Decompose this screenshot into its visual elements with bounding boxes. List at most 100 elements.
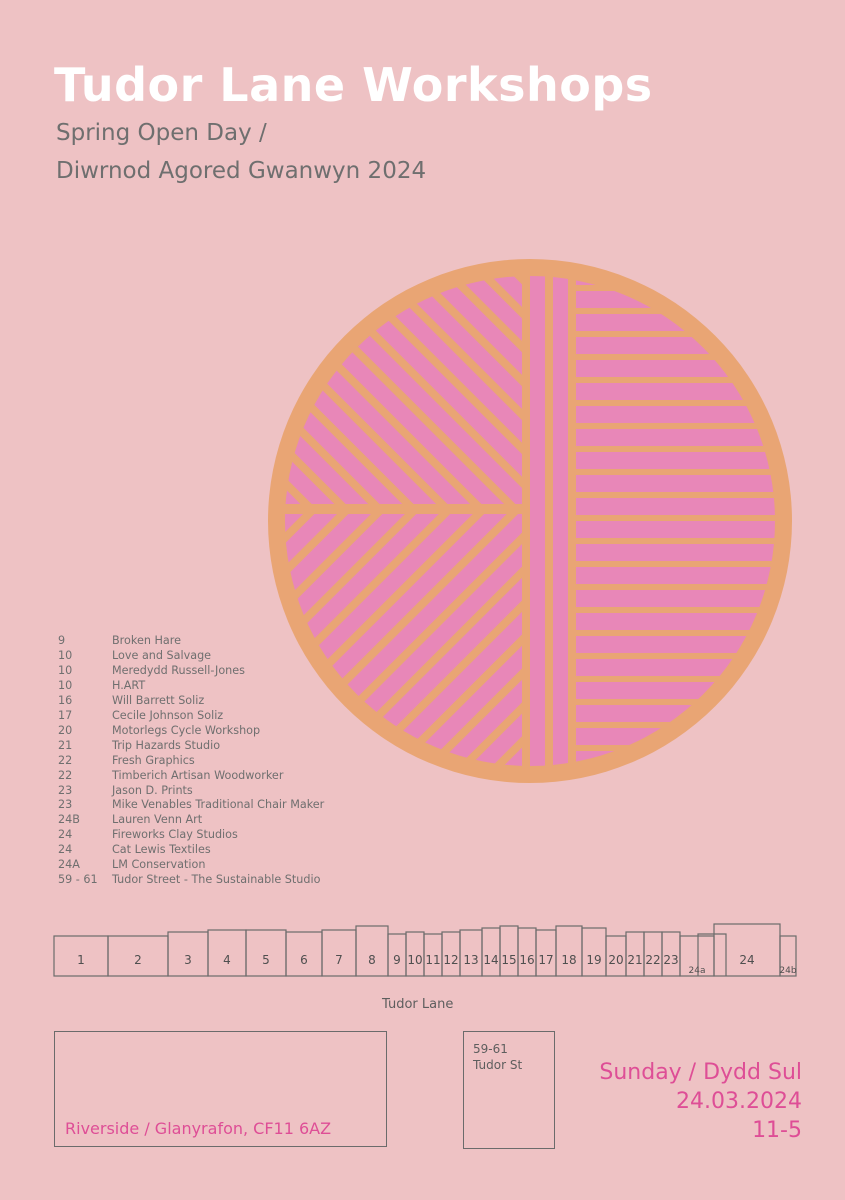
directory-row: 24 Cat Lewis Textiles [58, 843, 324, 858]
roundel-stripe [576, 452, 775, 469]
building-unit [481, 927, 501, 977]
workshop-map-roundel [268, 259, 792, 783]
directory-unit-number: 16 [58, 693, 73, 707]
directory-row: 9 Broken Hare [58, 634, 324, 649]
riverside-address: Riverside / Glanyrafon, CF11 6AZ [65, 1119, 332, 1138]
directory-unit-number: 24 [58, 828, 73, 842]
building-unit-label: 2 [134, 953, 142, 967]
roundel-stripe [576, 682, 775, 699]
building-unit-label: 9 [393, 953, 401, 967]
building-unit [581, 927, 607, 977]
tudor-street-numbers: 59-61 [473, 1042, 508, 1056]
directory-studio-name: Fireworks Clay Studios [112, 828, 238, 842]
roundel-diagonal-stripe [285, 514, 522, 766]
roundel-diagonal-stripe [285, 514, 522, 766]
roundel-diagonal-stripe [285, 514, 522, 766]
building-unit [517, 927, 537, 977]
directory-studio-name: Broken Hare [112, 634, 181, 647]
roundel-diagonal-stripe [285, 276, 522, 504]
roundel-stripe [530, 276, 545, 766]
directory-studio-name: Trip Hazards Studio [112, 738, 221, 752]
building-unit [499, 925, 519, 977]
directory-unit-number: 24A [58, 858, 80, 872]
tudor-street-name: Tudor St [473, 1058, 523, 1072]
roundel-stripe [576, 383, 775, 400]
directory-studio-name: Meredydd Russell-Jones [112, 663, 245, 677]
event-time: 11-5 [752, 1118, 802, 1143]
building-unit-label: 11 [425, 953, 440, 967]
roundel-diagonal-stripe [285, 276, 522, 504]
roundel-diagonal-stripe [285, 276, 522, 504]
event-date: 24.03.2024 [676, 1089, 802, 1114]
directory-row: 59 - 61 Tudor Street - The Sustainable St… [58, 873, 324, 888]
roundel-stripe [576, 567, 775, 584]
roundel-stripe [576, 291, 775, 308]
building-unit-label: 13 [463, 953, 478, 967]
directory-row: 22 Timberich Artisan Woodworker [58, 769, 324, 784]
directory-studio-name: Fresh Graphics [112, 753, 195, 767]
directory-row: 10 Meredydd Russell-Jones [58, 664, 324, 679]
roundel-stripe [576, 429, 775, 446]
building-unit [779, 935, 797, 977]
directory-studio-name: Will Barrett Soliz [112, 693, 205, 707]
directory-unit-number: 24 [58, 843, 73, 857]
tudor-street-location-box: 59-61 Tudor St [463, 1031, 555, 1149]
directory-studio-name: Mike Venables Traditional Chair Maker [112, 798, 325, 812]
directory-studio-name: Tudor Street - The Sustainable Studio [112, 873, 321, 887]
riverside-location-box: Riverside / Glanyrafon, CF11 6AZ [54, 1031, 387, 1147]
roundel-diagonal-stripe [285, 276, 522, 504]
event-details: Sunday / Dydd Sul 24.03.2024 11-5 [599, 1058, 802, 1145]
building-unit-label: 12 [443, 953, 458, 967]
building-unit-label: 6 [300, 953, 308, 967]
building-unit-label: 3 [184, 953, 192, 967]
poster-title: Tudor Lane Workshops [54, 58, 653, 112]
building-unit-label: 1 [77, 953, 85, 967]
roundel-diagonal-stripe [285, 514, 522, 766]
building-unit-label: 7 [335, 953, 343, 967]
directory-studio-name: Motorlegs Cycle Workshop [112, 723, 261, 737]
roundel-stripe [576, 337, 775, 354]
roundel-diagonal-stripe [285, 276, 522, 504]
directory-unit-number: 59 - 61 [58, 873, 98, 887]
directory-studio-name: Cecile Johnson Soliz [112, 708, 224, 722]
building-unit-label: 22 [645, 953, 660, 967]
roundel-diagonal-stripe [285, 514, 522, 766]
building-unit-label: 4 [223, 953, 231, 967]
building-unit-label: 18 [561, 953, 576, 967]
roundel-diagonal-stripe [285, 514, 522, 766]
building-unit-label: 24 [739, 953, 754, 967]
poster-subtitle-welsh: Diwrnod Agored Gwanwyn 2024 [56, 158, 427, 184]
building-unit [713, 923, 781, 977]
building-unit-label: 5 [262, 953, 270, 967]
roundel-diagonal-stripe [285, 276, 522, 504]
directory-studio-name: Cat Lewis Textiles [112, 843, 211, 857]
building-unit-label: 8 [368, 953, 376, 967]
roundel-stripe [576, 590, 775, 607]
building-unit-label: 17 [538, 953, 553, 967]
directory-row: 10 Love and Salvage [58, 649, 324, 664]
directory-unit-number: 22 [58, 768, 73, 782]
building-unit-label: 14 [483, 953, 498, 967]
directory-unit-number: 23 [58, 798, 73, 812]
tudor-lane-street-plan: 1 2 3 4 5 6 7 8 9 10 11 12 13 14 15 16 17 18 19 20 21 22 2324a… [53, 923, 797, 977]
directory-unit-number: 23 [58, 783, 73, 797]
directory-row: 10 H.ART [58, 679, 324, 694]
building-unit-label: 23 [663, 953, 678, 967]
directory-row: 24B Lauren Venn Art [58, 813, 324, 828]
directory-row: 17 Cecile Johnson Soliz [58, 709, 324, 724]
building-unit-label: 24b [779, 966, 796, 976]
building-unit-label: 10 [407, 953, 422, 967]
building-unit-label: 16 [519, 953, 534, 967]
roundel-diagonal-stripe [285, 276, 522, 504]
building-unit-label: 20 [608, 953, 623, 967]
roundel-diagonal-stripe [285, 276, 522, 504]
building-unit [355, 925, 389, 977]
roundel-diagonal-stripe [285, 514, 522, 766]
roundel-diagonal-stripe [285, 276, 522, 504]
building-unit-label: 15 [501, 953, 516, 967]
roundel-stripe [576, 521, 775, 538]
directory-studio-name: Lauren Venn Art [112, 813, 203, 827]
directory-row: 20 Motorlegs Cycle Workshop [58, 724, 324, 739]
roundel-stripe [553, 276, 568, 766]
directory-unit-number: 10 [58, 648, 73, 662]
